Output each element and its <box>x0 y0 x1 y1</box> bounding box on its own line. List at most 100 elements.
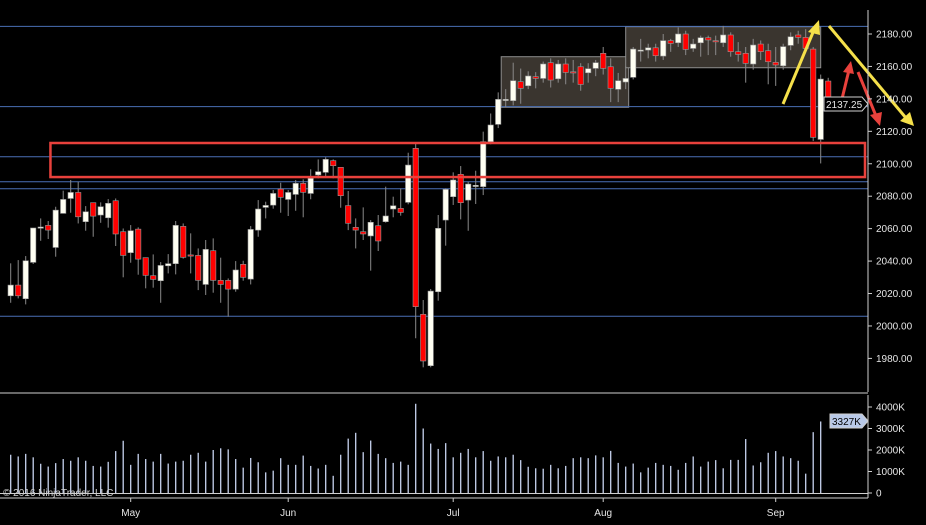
candle-up <box>232 269 239 290</box>
candle-down <box>652 47 659 57</box>
volume-layer <box>10 403 822 493</box>
last-price-marker: 2137.25 <box>823 96 869 112</box>
candle-down <box>570 71 577 74</box>
price-axis-ticks: 1980.00 2000.00 2020.00 2040.00 2060.00 2080.… <box>868 30 913 365</box>
candle-down <box>45 225 52 231</box>
price-tick-label: 2000.00 <box>876 321 913 332</box>
candle-down <box>757 43 764 52</box>
candle-up <box>67 192 74 199</box>
candle-up <box>622 78 629 83</box>
candle-up <box>465 183 472 201</box>
candle-up <box>322 159 329 173</box>
month-label: Sep <box>767 508 785 519</box>
price-tick-label: 1980.00 <box>876 354 913 365</box>
candle-up <box>405 164 412 203</box>
candle-up <box>450 179 457 197</box>
candle-up <box>30 227 37 263</box>
candle-down <box>420 313 427 362</box>
candle-up <box>630 48 637 78</box>
candle-up <box>165 263 172 267</box>
candle-up <box>720 34 727 44</box>
candle-up <box>697 37 704 44</box>
candle-down <box>210 250 217 281</box>
candle-up <box>157 265 164 282</box>
candle-up <box>787 36 794 46</box>
volume-tick-label: 1000K <box>876 467 905 478</box>
price-tick-label: 2060.00 <box>876 224 913 235</box>
candle-up <box>540 63 547 79</box>
candle-down <box>810 48 817 138</box>
candle-up <box>285 192 292 200</box>
candle-up <box>270 193 277 206</box>
candle-up <box>690 43 697 49</box>
candle-down <box>217 280 224 285</box>
candle-up <box>637 49 644 52</box>
candle-down <box>360 231 367 235</box>
candle-down <box>532 76 539 79</box>
candle-down <box>795 34 802 38</box>
candle-up <box>472 185 479 187</box>
price-tick-label: 2180.00 <box>876 30 913 41</box>
candle-down <box>765 50 772 63</box>
candle-down <box>547 62 554 81</box>
candle-up <box>480 141 487 187</box>
price-tick-label: 2120.00 <box>876 127 913 138</box>
candle-up <box>592 62 599 69</box>
last-volume-label: 3327K <box>832 417 861 428</box>
candle-up <box>262 205 269 208</box>
candle-up <box>292 183 299 195</box>
candle-up <box>247 229 254 280</box>
candle-up <box>52 209 59 248</box>
price-tick-label: 2140.00 <box>876 94 913 105</box>
candle-down <box>120 231 127 256</box>
month-label: Jun <box>280 508 296 519</box>
candle-up <box>555 63 562 80</box>
copyright-text: © 2016 NinjaTrader, LLC <box>3 488 113 499</box>
candle-up <box>307 178 314 194</box>
month-label: May <box>121 508 140 519</box>
candle-up <box>645 47 652 51</box>
price-tick-label: 2040.00 <box>876 257 913 268</box>
candle-down <box>195 255 202 281</box>
candles-layer <box>7 25 832 368</box>
candle-up <box>750 44 757 65</box>
candle-down <box>225 280 232 290</box>
candle-down <box>15 284 22 297</box>
candle-up <box>315 171 322 176</box>
candle-up <box>382 215 389 222</box>
candle-down <box>300 183 307 193</box>
candle-down <box>142 257 149 276</box>
candle-up <box>390 205 397 210</box>
volume-tick-label: 0 <box>876 489 882 500</box>
candle-down <box>187 254 194 257</box>
volume-tick-label: 3000K <box>876 424 905 435</box>
candle-down <box>772 62 779 66</box>
candle-down <box>667 40 674 44</box>
candle-up <box>502 99 509 101</box>
volume-tick-label: 2000K <box>876 446 905 457</box>
month-label: Aug <box>594 508 612 519</box>
candle-up <box>487 124 494 143</box>
candle-up <box>615 80 622 90</box>
candle-up <box>60 199 67 214</box>
candle-down <box>75 192 82 218</box>
time-axis-ticks: May Jun Jul Aug Sep <box>121 498 785 519</box>
candle-up <box>37 226 44 229</box>
price-tick-label: 2100.00 <box>876 159 913 170</box>
candle-down <box>397 208 404 213</box>
support-zone-box <box>49 141 867 179</box>
candle-down <box>135 228 142 260</box>
candle-up <box>7 284 14 297</box>
candle-down <box>577 66 584 85</box>
candle-down <box>180 226 187 258</box>
candle-up <box>817 78 824 140</box>
candle-up <box>660 40 667 57</box>
candle-up <box>127 230 134 253</box>
candle-up <box>22 260 29 300</box>
candle-down <box>682 33 689 50</box>
candle-down <box>735 51 742 55</box>
candle-up <box>202 249 209 285</box>
candle-down <box>345 205 352 224</box>
